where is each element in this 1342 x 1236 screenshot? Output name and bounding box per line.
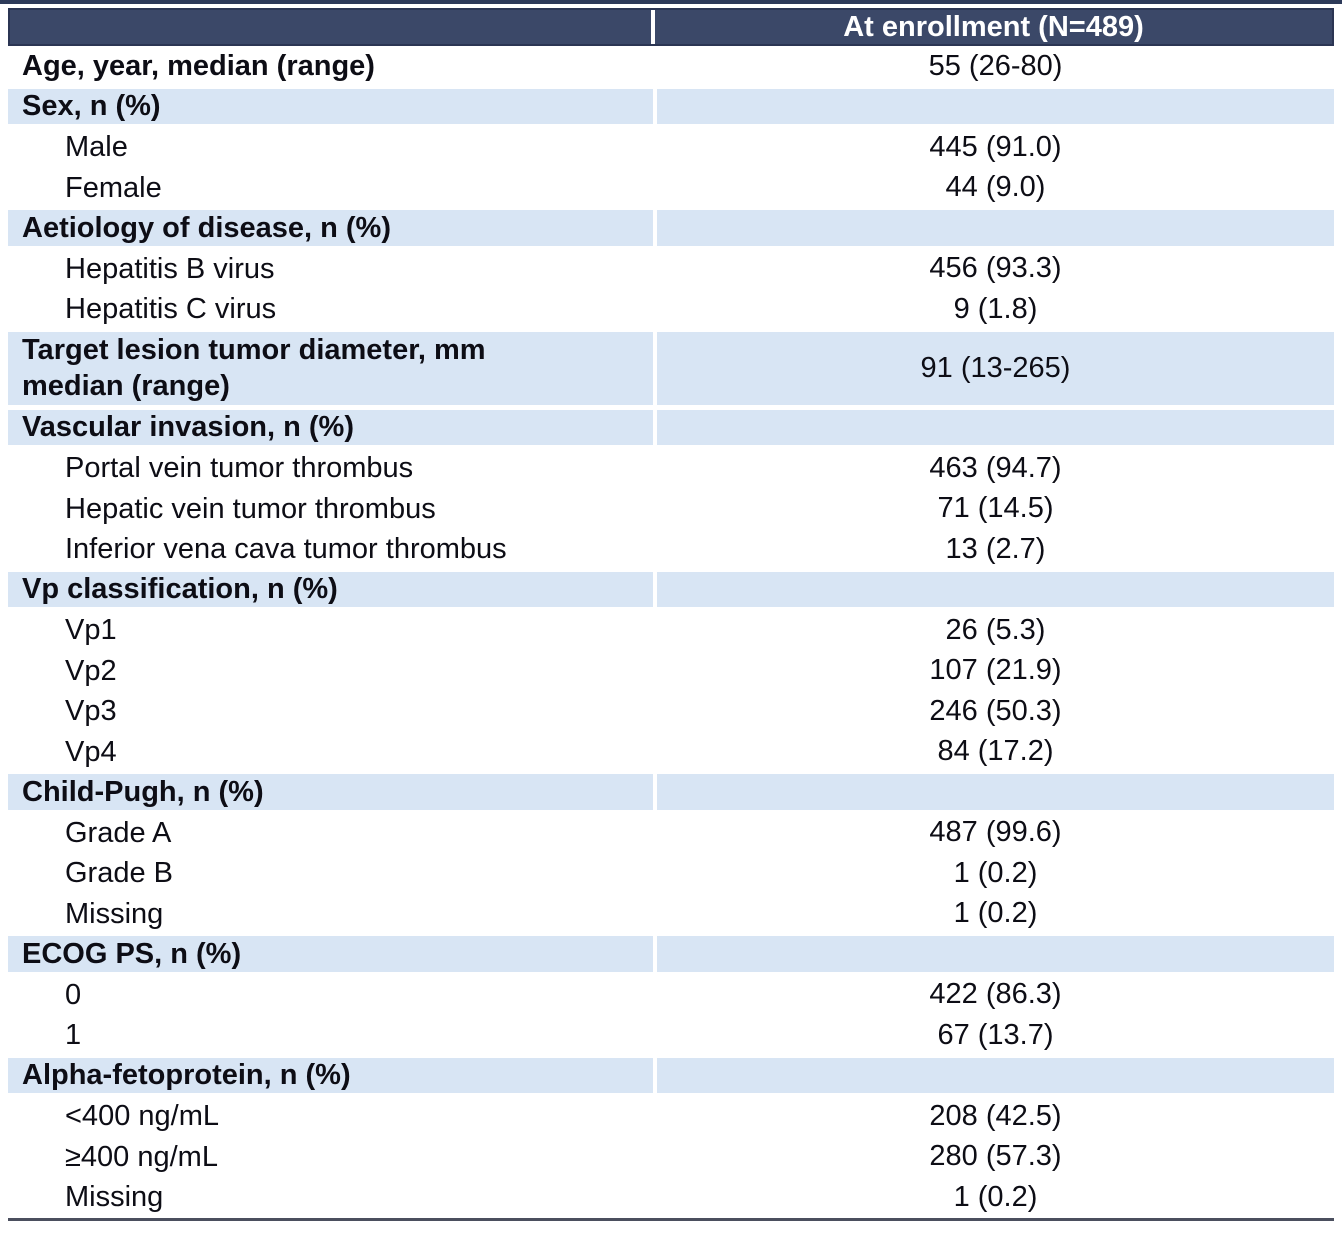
table-row: Inferior vena cava tumor thrombus 13 (2.… — [8, 529, 1334, 570]
row-label: Alpha-fetoprotein, n (%) — [8, 1057, 657, 1093]
row-label: Missing — [8, 1177, 657, 1218]
row-label: Vp2 — [8, 650, 657, 691]
table-row: Missing 1 (0.2) — [8, 893, 1334, 934]
row-value: 84 (17.2) — [937, 735, 1054, 768]
row-label: Portal vein tumor thrombus — [8, 448, 657, 489]
table-section-row: Child-Pugh, n (%) — [8, 772, 1334, 813]
row-value — [657, 210, 1334, 246]
row-value: 456 (93.3) — [929, 252, 1062, 285]
row-value: 246 (50.3) — [929, 694, 1062, 727]
row-label: Vp3 — [8, 691, 657, 732]
row-value: 55 (26-80) — [928, 49, 1063, 82]
table-section-row: Aetiology of disease, n (%) — [8, 208, 1334, 249]
table-section-row: Vp classification, n (%) — [8, 569, 1334, 610]
row-label: <400 ng/mL — [8, 1096, 657, 1137]
row-label: Missing — [8, 893, 657, 934]
row-value: 463 (94.7) — [929, 451, 1062, 484]
row-label: Male — [8, 127, 657, 168]
table-row: Hepatitis B virus 456 (93.3) — [8, 248, 1334, 289]
row-label: Target lesion tumor diameter, mm median … — [8, 331, 657, 405]
table-section-row: Sex, n (%) — [8, 86, 1334, 127]
table-row: 1 67 (13.7) — [8, 1015, 1334, 1056]
row-label: Grade A — [8, 812, 657, 853]
table-row: <400 ng/mL 208 (42.5) — [8, 1096, 1334, 1137]
table-row: Grade A 487 (99.6) — [8, 812, 1334, 853]
table-row: Age, year, median (range) 55 (26-80) — [8, 46, 1334, 87]
table-section-row: ECOG PS, n (%) — [8, 934, 1334, 975]
row-label: 1 — [8, 1015, 657, 1056]
row-value — [657, 1058, 1334, 1094]
row-value: 26 (5.3) — [945, 613, 1046, 646]
row-value — [657, 572, 1334, 608]
row-label: Aetiology of disease, n (%) — [8, 210, 657, 246]
row-value: 1 (0.2) — [953, 1180, 1038, 1213]
table-section-row: Vascular invasion, n (%) — [8, 407, 1334, 448]
row-value: 280 (57.3) — [929, 1140, 1062, 1173]
row-label: Vascular invasion, n (%) — [8, 409, 657, 445]
row-label: Grade B — [8, 853, 657, 894]
row-label: Hepatitis B virus — [8, 248, 657, 289]
table-row: 0 422 (86.3) — [8, 974, 1334, 1015]
row-value: 1 (0.2) — [953, 897, 1038, 930]
row-value — [657, 774, 1334, 810]
table-row: Grade B 1 (0.2) — [8, 853, 1334, 894]
table-row: Portal vein tumor thrombus 463 (94.7) — [8, 448, 1334, 489]
row-value — [657, 89, 1334, 125]
row-label: Vp classification, n (%) — [8, 571, 657, 607]
row-value: 107 (21.9) — [929, 654, 1062, 687]
row-label: Child-Pugh, n (%) — [8, 774, 657, 810]
row-label: ≥400 ng/mL — [8, 1136, 657, 1177]
baseline-characteristics-table: At enrollment (N=489) Age, year, median … — [8, 8, 1334, 1221]
table-row: Male 445 (91.0) — [8, 127, 1334, 168]
column-header-at-enrollment: At enrollment (N=489) — [843, 10, 1144, 43]
row-label: Vp4 — [8, 731, 657, 772]
table-section-row: Target lesion tumor diameter, mm median … — [8, 329, 1334, 408]
row-label: Female — [8, 167, 657, 208]
row-value: 422 (86.3) — [929, 978, 1062, 1011]
row-label: Age, year, median (range) — [8, 46, 657, 87]
header-empty-cell — [10, 10, 655, 44]
top-border-rule — [0, 0, 1342, 4]
table-row: Vp2 107 (21.9) — [8, 650, 1334, 691]
row-value: 487 (99.6) — [929, 816, 1062, 849]
table-row: Hepatic vein tumor thrombus 71 (14.5) — [8, 488, 1334, 529]
row-label: ECOG PS, n (%) — [8, 936, 657, 972]
row-label: Hepatitis C virus — [8, 289, 657, 330]
table-row: Vp3 246 (50.3) — [8, 691, 1334, 732]
row-value: 67 (13.7) — [937, 1018, 1054, 1051]
table-row: ≥400 ng/mL 280 (57.3) — [8, 1136, 1334, 1177]
bottom-border-rule — [8, 1217, 1334, 1221]
table-header-row: At enrollment (N=489) — [8, 8, 1334, 46]
row-label: Hepatic vein tumor thrombus — [8, 488, 657, 529]
row-value: 9 (1.8) — [953, 292, 1038, 325]
row-value: 445 (91.0) — [929, 130, 1062, 163]
table-section-row: Alpha-fetoprotein, n (%) — [8, 1055, 1334, 1096]
row-label: 0 — [8, 974, 657, 1015]
row-value — [657, 410, 1334, 446]
row-value: 71 (14.5) — [937, 492, 1054, 525]
row-label: Vp1 — [8, 610, 657, 651]
table-row: Vp1 26 (5.3) — [8, 610, 1334, 651]
row-value: 208 (42.5) — [929, 1099, 1062, 1132]
row-value: 44 (9.0) — [945, 171, 1046, 204]
row-label: Sex, n (%) — [8, 88, 657, 124]
row-value: 1 (0.2) — [953, 856, 1038, 889]
row-value: 13 (2.7) — [945, 532, 1046, 565]
row-value: 91 (13-265) — [920, 351, 1071, 384]
table-row: Hepatitis C virus 9 (1.8) — [8, 289, 1334, 330]
table-row: Female 44 (9.0) — [8, 167, 1334, 208]
table-row: Missing 1 (0.2) — [8, 1177, 1334, 1218]
table-row: Vp4 84 (17.2) — [8, 731, 1334, 772]
row-value — [657, 936, 1334, 972]
row-label: Inferior vena cava tumor thrombus — [8, 529, 657, 570]
